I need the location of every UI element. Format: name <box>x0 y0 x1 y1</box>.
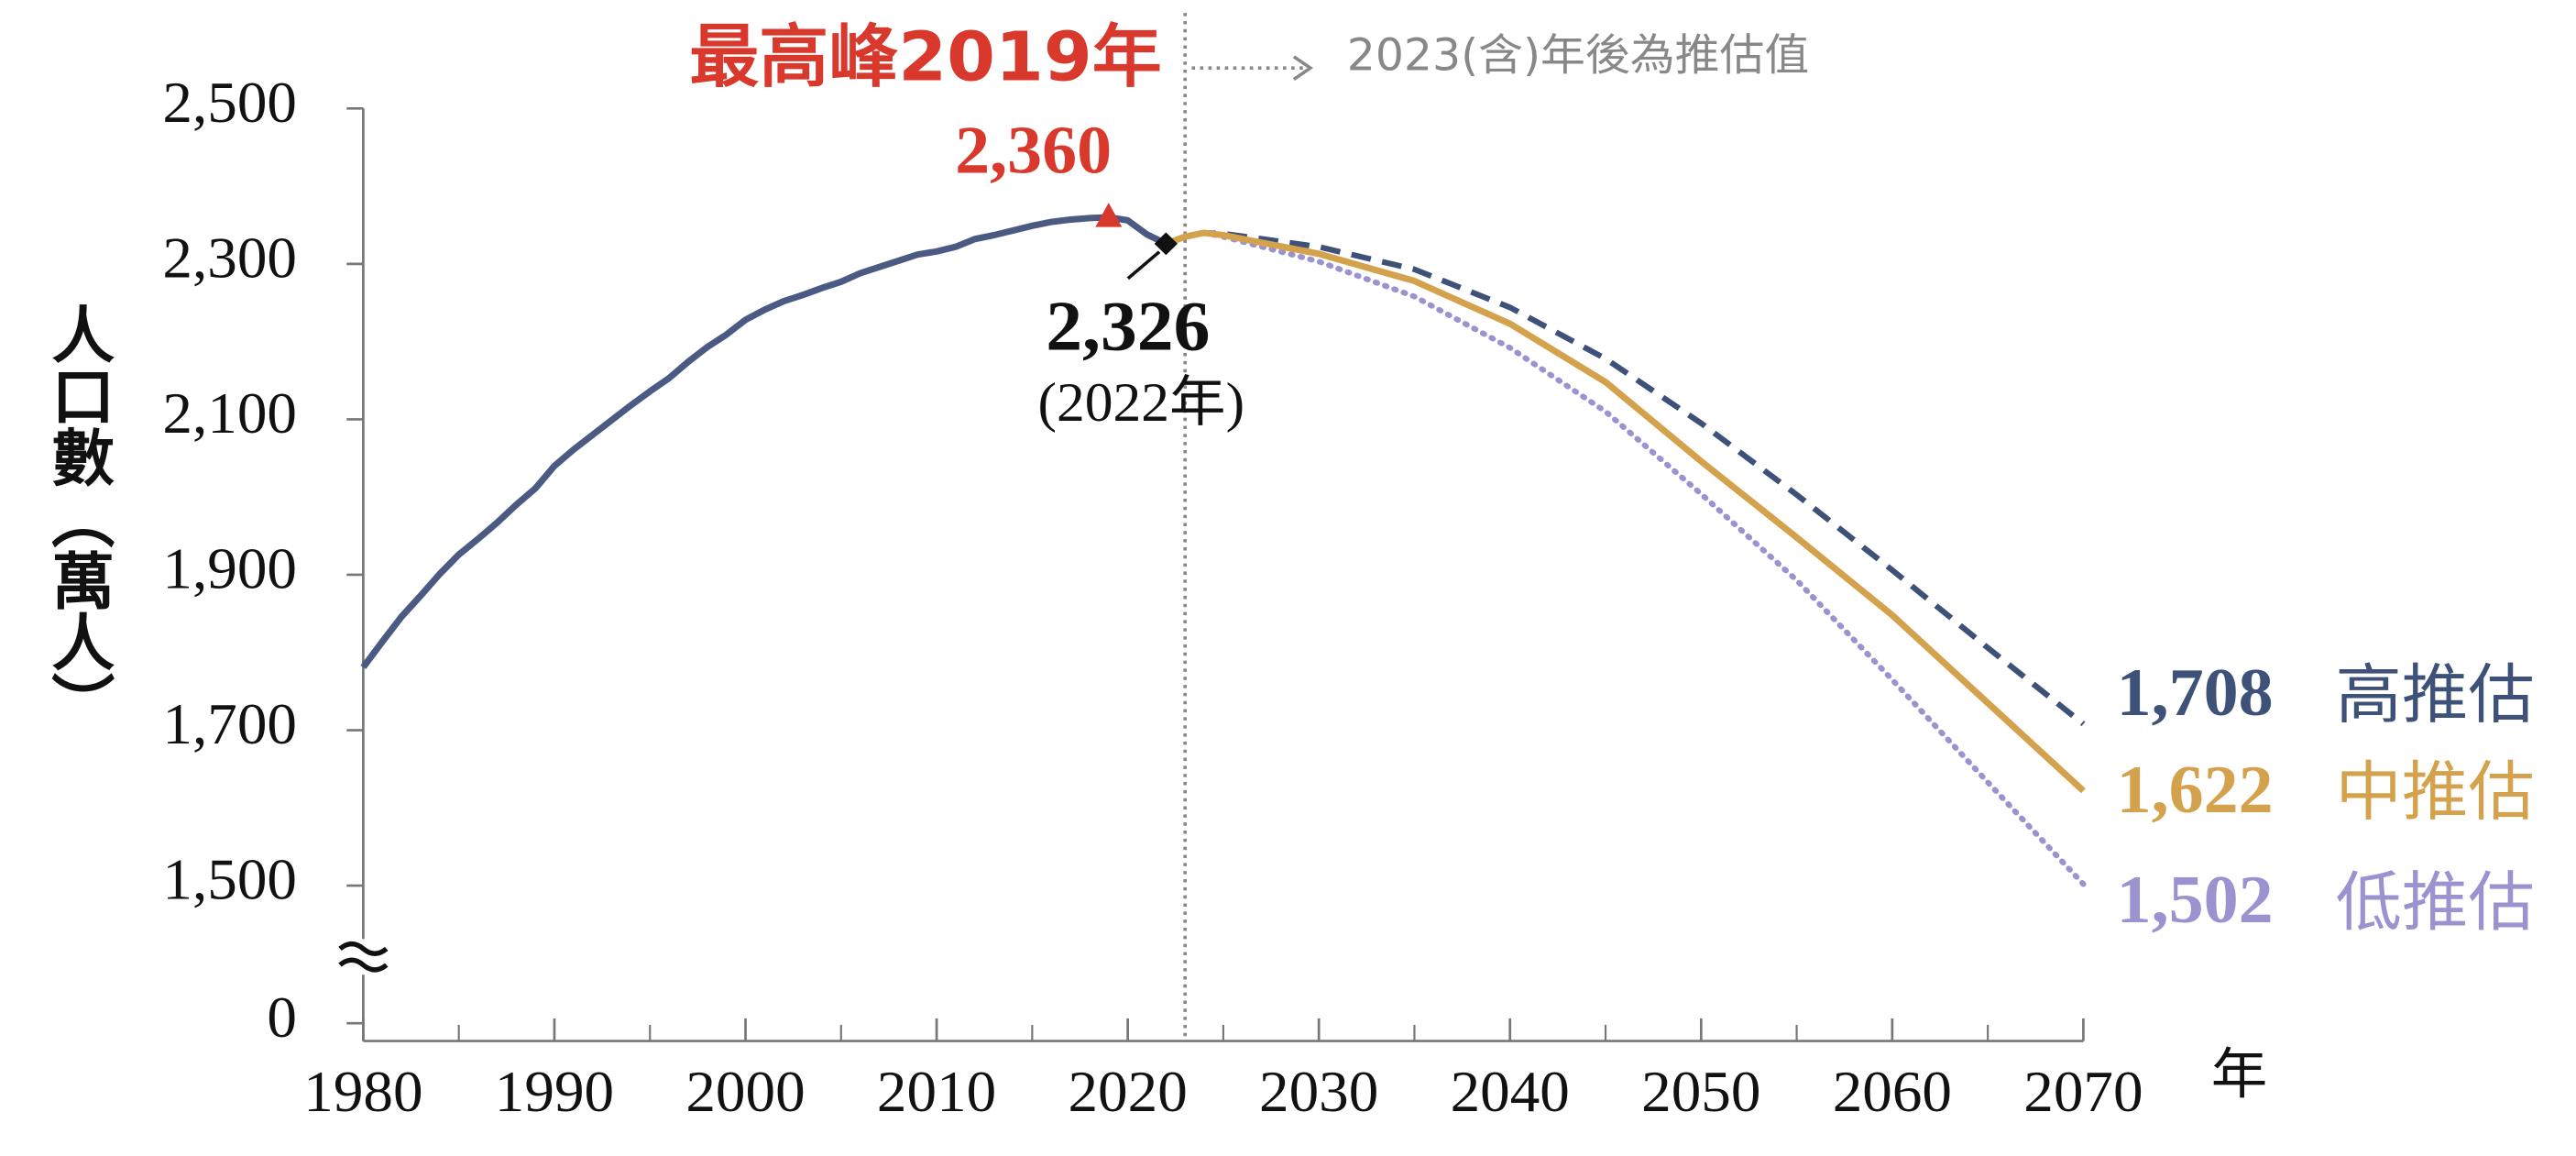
y-tick-label: 1,500 <box>162 847 297 911</box>
series-line <box>1165 229 2086 727</box>
y-tick-label: 1,900 <box>162 536 297 600</box>
series-end-value: 1,502 <box>2117 863 2274 938</box>
latest-leader <box>1126 250 1161 281</box>
x-tick-label: 2070 <box>2023 1060 2143 1124</box>
x-tick-label: 2020 <box>1068 1060 1187 1124</box>
x-tick-label: 2040 <box>1451 1060 1570 1124</box>
latest-label: 2,326 <box>1046 288 1210 367</box>
x-tick-label: 2030 <box>1259 1060 1378 1124</box>
y-tick-label: 2,300 <box>162 226 297 290</box>
y-tick-label: 2,100 <box>162 381 297 446</box>
y-tick-label: 1,700 <box>162 692 297 756</box>
peak-label: 2,360 <box>955 113 1112 188</box>
y-axis-label: 人口數（萬人） <box>40 303 115 733</box>
x-tick-label: 1980 <box>303 1060 422 1124</box>
legend-label: 中推估 <box>2336 754 2535 830</box>
peak-marker <box>1095 203 1123 227</box>
projection-note: 2023(含)年後為推估值 <box>1347 30 1809 81</box>
series-end-value: 1,622 <box>2117 753 2274 828</box>
axis-break <box>338 941 389 973</box>
x-tick-label: 1990 <box>495 1060 614 1124</box>
legend-label: 低推估 <box>2336 864 2535 940</box>
x-tick-label: 2050 <box>1641 1060 1760 1124</box>
y-tick-label: 0 <box>267 985 297 1049</box>
series-end-value: 1,708 <box>2117 655 2274 731</box>
x-tick-label: 2060 <box>1833 1060 1952 1124</box>
series-line <box>1163 229 2087 887</box>
legend-label: 高推估 <box>2336 657 2535 732</box>
x-tick-label: 2010 <box>877 1060 996 1124</box>
x-axis-label: 年 <box>2211 1043 2268 1106</box>
y-tick-label: 2,500 <box>162 71 297 135</box>
latest-sublabel: (2022年) <box>1038 372 1245 433</box>
series-line <box>360 214 1167 669</box>
x-tick-label: 2000 <box>685 1060 805 1124</box>
projection-arrowhead <box>1292 55 1314 81</box>
peak-title: 最高峰2019年 <box>689 17 1162 96</box>
series-line <box>1165 229 2086 794</box>
